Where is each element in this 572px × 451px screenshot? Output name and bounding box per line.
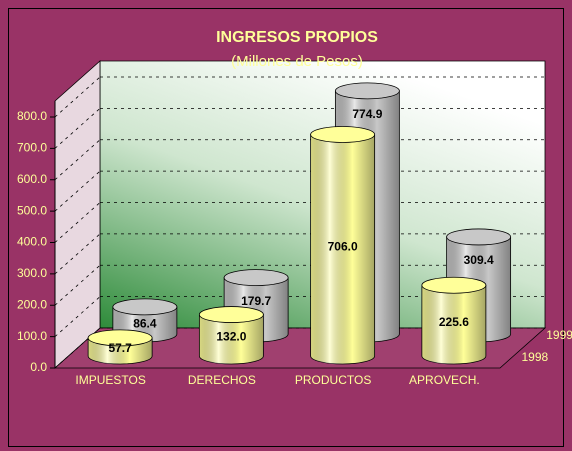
x-tick-label: PRODUCTOS <box>295 373 371 387</box>
grid-line <box>54 108 101 149</box>
x-tick-label: IMPUESTOS <box>75 373 145 387</box>
cylinder-shade <box>310 134 375 364</box>
cylinder-top <box>310 126 376 143</box>
y-tick-label: 800.0 <box>17 109 47 123</box>
cylinder-top <box>421 276 487 294</box>
cylinder <box>310 126 376 365</box>
grid-line <box>54 76 101 118</box>
grid-line <box>54 233 101 275</box>
grid-line <box>54 170 101 212</box>
depth-label: 1999 <box>546 328 572 342</box>
cylinder-shade <box>421 285 486 364</box>
cylinder-top <box>198 306 264 323</box>
data-label: 706.0 <box>328 239 358 253</box>
cylinder-top <box>223 269 289 287</box>
x-tick-label: APROVECH. <box>409 373 480 387</box>
data-label: 57.7 <box>108 341 132 355</box>
data-label: 225.6 <box>439 315 469 329</box>
grid-line <box>54 296 101 337</box>
x-tick-label: DERECHOS <box>188 373 256 387</box>
side-wall <box>54 60 101 369</box>
depth-label: 1998 <box>522 350 549 364</box>
grid-line <box>54 202 101 243</box>
cylinder-top <box>87 329 153 347</box>
frame <box>8 8 564 447</box>
y-tick-label: 0.0 <box>30 360 47 374</box>
y-tick-label: 400.0 <box>17 235 47 249</box>
data-label: 179.7 <box>241 294 271 308</box>
y-tick-label: 500.0 <box>17 203 47 217</box>
grid-line <box>54 264 101 306</box>
data-label: 86.4 <box>133 317 157 331</box>
chart-title: INGRESOS PROPIOS <box>216 29 378 46</box>
cylinder <box>421 276 487 365</box>
grid-line <box>54 139 101 181</box>
y-tick-label: 600.0 <box>17 172 47 186</box>
cylinder-top <box>112 298 178 316</box>
cylinder-top <box>334 82 400 100</box>
cylinder <box>87 329 153 365</box>
y-tick-label: 100.0 <box>17 329 47 343</box>
y-tick-label: 700.0 <box>17 141 47 155</box>
cylinder <box>198 306 264 365</box>
data-label: 309.4 <box>464 253 494 267</box>
data-label: 132.0 <box>216 329 246 343</box>
cylinder-shade <box>199 314 264 364</box>
y-tick-label: 200.0 <box>17 297 47 311</box>
data-label: 774.9 <box>352 107 382 121</box>
chart-subtitle: (Millones de Pesos) <box>231 53 363 70</box>
y-tick-label: 300.0 <box>17 266 47 280</box>
cylinder-top <box>446 228 512 246</box>
